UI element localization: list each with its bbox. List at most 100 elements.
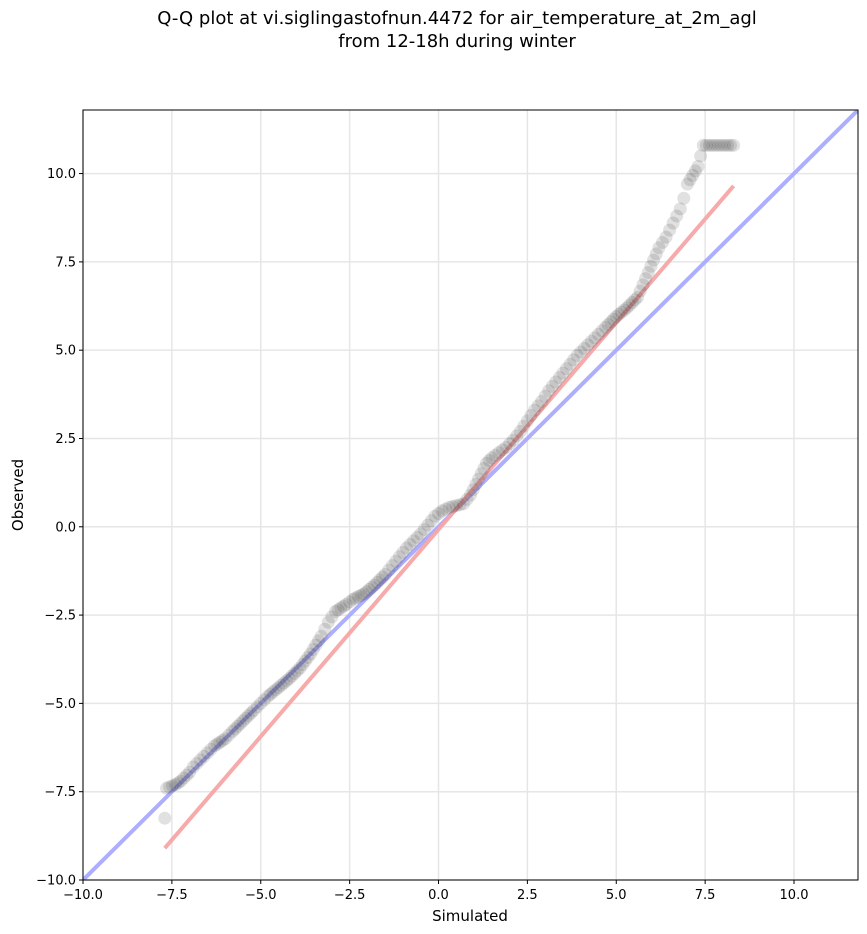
quantile-point <box>711 138 725 152</box>
quantile-point <box>171 776 185 790</box>
quantile-point <box>312 634 326 648</box>
quantile-point <box>328 605 342 619</box>
quantile-point <box>677 191 691 205</box>
quantile-point <box>285 669 299 683</box>
quantile-point <box>499 440 513 454</box>
quantile-point <box>163 780 177 794</box>
quantile-point <box>649 247 663 261</box>
quantile-point <box>218 732 232 746</box>
quantile-point <box>691 160 705 174</box>
quantile-point <box>647 253 661 267</box>
quantile-point <box>424 514 438 528</box>
quantile-point <box>552 371 566 385</box>
quantile-point <box>432 507 446 521</box>
quantile-point <box>193 753 207 767</box>
quantile-point <box>718 138 732 152</box>
quantile-point <box>545 379 559 393</box>
quantile-point <box>727 138 741 152</box>
quantile-point <box>216 733 230 747</box>
quantile-point <box>376 570 390 584</box>
quantile-point <box>321 615 335 629</box>
quantile-point <box>165 779 179 793</box>
quantile-point <box>724 138 738 152</box>
x-tick-label: −5.0 <box>245 888 277 903</box>
quantile-point <box>686 168 700 182</box>
quantile-point <box>495 443 509 457</box>
quantile-point <box>177 771 191 785</box>
quantile-point <box>453 498 467 512</box>
quantile-point <box>392 550 406 564</box>
quantile-point <box>362 582 376 596</box>
quantile-point <box>254 696 268 710</box>
quantile-point <box>439 502 453 516</box>
quantile-point <box>370 575 384 589</box>
quantile-point <box>368 578 382 592</box>
quantile-point <box>314 629 328 643</box>
y-tick-label: −2.5 <box>44 609 76 624</box>
quantile-point <box>620 301 634 315</box>
quantile-point <box>446 499 460 513</box>
quantile-point <box>346 592 360 606</box>
quantile-point <box>158 811 172 825</box>
quantile-point <box>617 303 631 317</box>
chart-title-line-2: from 12-18h during winter <box>338 31 576 52</box>
fit-line <box>163 184 736 850</box>
quantile-point <box>542 384 556 398</box>
quantile-point <box>290 664 304 678</box>
quantile-point <box>595 324 609 338</box>
quantile-point <box>527 403 541 417</box>
lines <box>83 110 858 880</box>
quantile-point <box>663 223 677 237</box>
quantile-point <box>641 265 655 279</box>
y-axis-label: Observed <box>9 459 27 531</box>
quantile-point <box>449 499 463 513</box>
quantile-point <box>186 760 200 774</box>
quantile-point <box>190 756 204 770</box>
quantile-point <box>309 638 323 652</box>
quantile-point <box>581 338 595 352</box>
quantile-point <box>222 728 236 742</box>
quantile-point <box>331 603 345 617</box>
quantile-point <box>688 164 702 178</box>
x-tick-label: −10.0 <box>63 888 103 903</box>
quantile-point <box>403 537 417 551</box>
quantile-point <box>520 414 534 428</box>
quantile-point <box>231 719 245 733</box>
quantile-point <box>213 735 227 749</box>
quantile-point <box>250 700 264 714</box>
plot-frame <box>82 109 859 881</box>
y-tick-label: 0.0 <box>55 520 76 535</box>
quantile-point <box>334 601 348 615</box>
quantile-point <box>280 674 294 688</box>
quantile-point <box>180 768 194 782</box>
y-tick-label: 7.5 <box>55 255 76 270</box>
quantile-point <box>639 272 653 286</box>
quantile-point <box>666 216 680 230</box>
quantile-point <box>197 749 211 763</box>
x-tick-label: −2.5 <box>334 888 366 903</box>
quantile-point <box>204 742 218 756</box>
quantile-point <box>301 650 315 664</box>
y-tick-label: −7.5 <box>44 785 76 800</box>
quantile-point <box>385 559 399 573</box>
quantile-point <box>378 567 392 581</box>
quantile-point <box>513 424 527 438</box>
quantile-point <box>503 437 517 451</box>
quantile-point <box>535 394 549 408</box>
quantile-point <box>680 177 694 191</box>
y-tick-label: −10.0 <box>36 874 76 889</box>
quantile-point <box>365 580 379 594</box>
quantile-point <box>269 683 283 697</box>
quantile-point <box>609 310 623 324</box>
quantile-point <box>174 774 188 788</box>
quantile-point <box>354 588 368 602</box>
x-axis-label: Simulated <box>432 907 508 925</box>
quantile-point <box>477 462 491 476</box>
quantile-point <box>435 504 449 518</box>
quantile-point <box>228 722 242 736</box>
quantile-point <box>239 711 253 725</box>
quantile-point <box>336 599 350 613</box>
quantile-point <box>471 472 485 486</box>
quantile-point <box>699 138 713 152</box>
quantile-point <box>183 765 197 779</box>
